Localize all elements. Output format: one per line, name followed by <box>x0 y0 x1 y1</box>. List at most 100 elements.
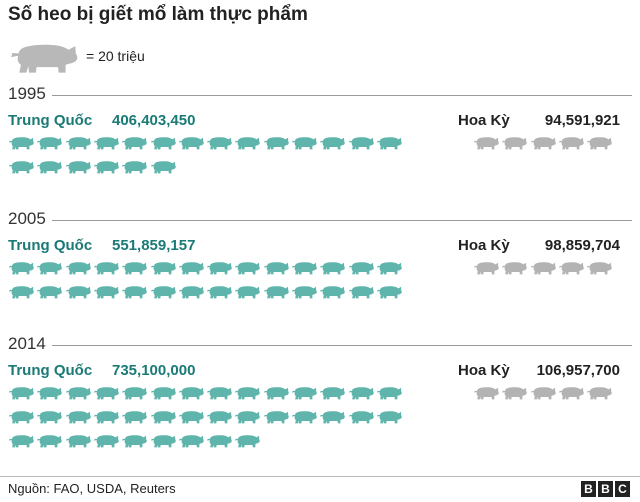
china-pig-mark <box>37 286 63 299</box>
china-pig-mark <box>377 262 402 275</box>
usa-label: Hoa Kỳ <box>458 362 510 379</box>
usa-pig-mark <box>530 387 556 400</box>
china-pig-mark <box>377 137 402 150</box>
usa-pig-mark <box>502 137 528 150</box>
china-label: Trung Quốc <box>8 112 93 129</box>
china-pig-mark <box>65 387 91 400</box>
china-pig-mark <box>178 387 204 400</box>
china-pig-mark <box>9 137 34 150</box>
usa-value: 94,591,921 <box>544 112 620 129</box>
china-pig-mark <box>94 286 119 299</box>
china-pig-mark <box>207 286 232 299</box>
china-pig-mark <box>37 262 63 275</box>
china-pig-mark <box>207 411 232 424</box>
china-pig-mark <box>94 387 119 400</box>
china-pig-mark <box>377 286 402 299</box>
usa-pig-mark <box>474 387 499 400</box>
usa-pig-mark <box>559 137 584 150</box>
china-pig-mark <box>122 286 147 299</box>
china-pig-mark <box>122 161 147 174</box>
year-label: 1995 <box>8 84 46 103</box>
china-pig-mark <box>263 137 289 150</box>
china-pig-mark <box>65 435 91 448</box>
china-pig-mark <box>235 435 261 448</box>
china-pig-mark <box>377 387 402 400</box>
usa-label: Hoa Kỳ <box>458 237 510 254</box>
china-pig-mark <box>292 387 317 400</box>
china-value: 406,403,450 <box>112 112 196 129</box>
china-pig-mark <box>37 137 63 150</box>
china-pig-mark <box>150 286 176 299</box>
china-pig-mark <box>235 262 261 275</box>
bbc-logo-letter: B <box>581 481 596 497</box>
china-pig-mark <box>9 387 34 400</box>
usa-value: 98,859,704 <box>544 237 620 254</box>
china-pig-mark <box>122 387 147 400</box>
china-pig-mark <box>37 411 63 424</box>
usa-pig-mark <box>502 262 528 275</box>
china-pig-mark <box>122 435 147 448</box>
china-pig-mark <box>320 387 346 400</box>
china-value: 551,859,157 <box>112 237 196 254</box>
china-pig-mark <box>37 161 63 174</box>
usa-pig-mark <box>502 387 528 400</box>
china-pig-mark <box>122 411 147 424</box>
usa-pig-mark <box>587 137 612 150</box>
footer-divider <box>0 476 640 477</box>
china-pig-mark <box>65 286 91 299</box>
china-pig-mark <box>235 411 261 424</box>
china-pig-mark <box>37 387 63 400</box>
china-pig-mark <box>292 411 317 424</box>
china-pig-mark <box>150 161 176 174</box>
china-value: 735,100,000 <box>112 362 196 379</box>
china-pig-mark <box>150 435 176 448</box>
china-pig-mark <box>150 387 176 400</box>
usa-pig-mark <box>530 262 556 275</box>
usa-pig-mark <box>530 137 556 150</box>
china-pig-mark <box>122 137 147 150</box>
usa-pig-mark <box>587 387 612 400</box>
china-pig-mark <box>9 435 34 448</box>
china-pig-mark <box>263 286 289 299</box>
china-pig-mark <box>178 262 204 275</box>
china-pig-mark <box>207 435 232 448</box>
china-pig-mark <box>235 137 261 150</box>
china-pig-mark <box>348 262 374 275</box>
china-pig-mark <box>9 262 34 275</box>
china-pig-mark <box>263 262 289 275</box>
china-pig-mark <box>377 411 402 424</box>
china-pig-mark <box>320 137 346 150</box>
china-pig-mark <box>94 262 119 275</box>
source-note: Nguồn: FAO, USDA, Reuters <box>8 481 176 496</box>
china-pig-mark <box>65 161 91 174</box>
china-pig-mark <box>65 411 91 424</box>
china-pig-mark <box>94 161 119 174</box>
bbc-logo-letter: C <box>615 481 630 497</box>
pig-icon <box>11 44 78 73</box>
china-pig-mark <box>9 161 34 174</box>
china-pig-mark <box>122 262 147 275</box>
china-pig-mark <box>207 262 232 275</box>
china-pig-mark <box>235 387 261 400</box>
legend-label: = 20 triệu <box>86 48 145 64</box>
china-label: Trung Quốc <box>8 237 93 254</box>
year-divider <box>52 95 632 96</box>
china-pig-mark <box>178 286 204 299</box>
china-pig-mark <box>348 387 374 400</box>
china-pig-mark <box>65 262 91 275</box>
china-pig-mark <box>320 411 346 424</box>
china-pig-mark <box>348 137 374 150</box>
chart-title: Số heo bị giết mổ làm thực phẩm <box>8 4 308 25</box>
china-pig-mark <box>94 411 119 424</box>
china-pig-mark <box>37 435 63 448</box>
china-pig-mark <box>178 411 204 424</box>
china-pig-mark <box>292 137 317 150</box>
china-pig-mark <box>235 286 261 299</box>
year-divider <box>52 345 632 346</box>
china-pig-mark <box>292 286 317 299</box>
usa-pig-mark <box>474 137 499 150</box>
china-pig-mark <box>150 411 176 424</box>
usa-pig-mark <box>474 262 499 275</box>
bbc-logo-letter: B <box>598 481 613 497</box>
